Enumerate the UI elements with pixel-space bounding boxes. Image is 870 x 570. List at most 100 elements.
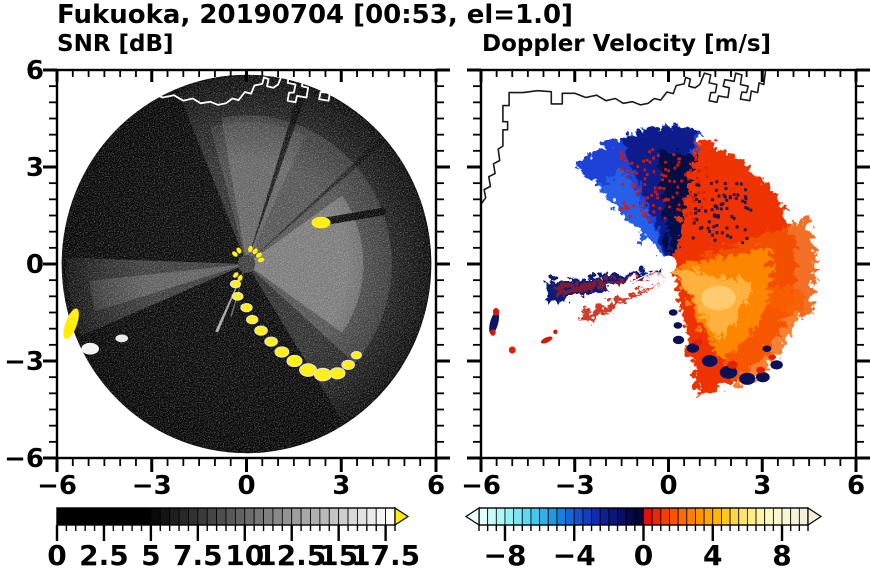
coastline	[481, 70, 767, 205]
colorbar-tick-label: 15	[319, 539, 358, 570]
colorbar-segment	[310, 507, 321, 526]
sw-speck-red-3	[508, 346, 516, 354]
speckle	[722, 193, 726, 197]
snr-ppi-plot: −6 −3 0 3 6 6 3 0 −3 −6	[4, 56, 450, 501]
inbound-fan-dark	[652, 147, 692, 264]
speckle	[676, 185, 680, 189]
echo-fans-group	[538, 123, 813, 391]
speckle	[700, 205, 704, 209]
speckle	[695, 209, 699, 213]
speckle	[695, 176, 699, 180]
figure-title: Fukuoka, 20190704 [00:53, el=1.0]	[57, 0, 574, 30]
speckle	[723, 182, 727, 186]
speckle	[656, 196, 659, 200]
colorbar-segment	[504, 507, 515, 526]
colorbar-segment	[150, 507, 161, 526]
colorbar-segment	[703, 507, 714, 526]
colorbar-segment	[159, 507, 171, 526]
speckle	[745, 236, 749, 240]
speckle	[706, 226, 710, 230]
speckle	[685, 213, 688, 217]
speckle	[697, 181, 701, 185]
speckle	[687, 177, 690, 181]
speckle	[694, 193, 697, 197]
speckle	[749, 208, 753, 212]
colorbar-segment	[263, 507, 274, 526]
colorbar-segment	[328, 507, 340, 526]
speckle	[673, 166, 677, 170]
sw-speck-red-2	[490, 329, 496, 336]
speckle	[743, 228, 747, 232]
speckle	[677, 203, 681, 207]
speckle	[676, 163, 679, 167]
west-beam-red	[549, 268, 666, 292]
colorbar-segment	[712, 507, 722, 526]
colorbar-segment	[338, 507, 349, 526]
speckle	[744, 197, 748, 201]
outbound-pale-patch	[701, 285, 736, 311]
sw-speck-navy	[489, 311, 500, 335]
colorbar-segment	[94, 507, 105, 526]
speckle	[694, 211, 698, 215]
speckle	[702, 190, 706, 194]
x-axis-tick-label: 3	[753, 471, 771, 501]
colorbar-segment	[385, 507, 396, 526]
speckle	[704, 166, 708, 170]
speckle	[676, 207, 679, 211]
speckle	[645, 173, 649, 176]
speckle	[626, 206, 630, 210]
colorbar-segment	[790, 507, 800, 526]
speckle	[714, 188, 718, 192]
speckle	[664, 174, 668, 178]
speckle	[725, 226, 729, 230]
speckle	[689, 168, 693, 172]
colorbar-segment	[746, 507, 757, 526]
x-axis-tick-label: −6	[461, 471, 501, 501]
echo-blob	[719, 365, 738, 379]
speckle	[700, 226, 704, 230]
colorbar-segment	[300, 507, 311, 526]
speckle	[633, 182, 636, 186]
colorbar-segment	[188, 507, 199, 526]
colorbar-segment	[738, 507, 748, 526]
speckle	[712, 214, 716, 218]
speckle	[689, 212, 693, 216]
speckle	[734, 197, 738, 200]
sw-speck-red-4	[540, 336, 553, 344]
speckle	[645, 158, 649, 162]
speckle	[698, 200, 701, 204]
echo-blob	[668, 309, 678, 316]
speckle	[635, 191, 639, 195]
colorbar-segment	[695, 507, 705, 526]
y-axis-tick-label: −6	[4, 444, 44, 474]
speckle	[641, 213, 645, 217]
echo-blob	[673, 322, 683, 329]
speckle	[726, 234, 729, 238]
colorbar-segment	[197, 507, 208, 526]
y-axis-tick-label: 0	[26, 250, 44, 280]
echo-blob	[701, 355, 718, 367]
colorbar-segment	[253, 507, 264, 526]
speckle	[725, 199, 729, 202]
speckle	[643, 168, 647, 172]
colorbar-segment	[677, 507, 688, 526]
colorbar-segment	[131, 507, 142, 526]
echo-blob	[756, 372, 770, 383]
colorbar-segment	[556, 507, 566, 526]
colorbar-tick-label: 17.5	[351, 539, 420, 570]
colorbar-segment	[75, 507, 86, 526]
colorbar-tick-label: −4	[553, 539, 596, 570]
speckle	[621, 182, 625, 186]
speckle	[741, 241, 745, 245]
speckle	[705, 175, 709, 179]
speckle	[672, 153, 676, 157]
speckle	[636, 165, 640, 169]
colorbar-tick-label: 0	[634, 539, 653, 570]
speckle	[694, 197, 698, 201]
x-axis-tick-label: −6	[37, 471, 77, 501]
colorbar-segment	[608, 507, 618, 526]
colorbar-segment	[755, 507, 766, 526]
echo-blob	[770, 360, 783, 370]
colorbar-segment	[234, 507, 246, 526]
colorbar-segment	[539, 507, 549, 526]
